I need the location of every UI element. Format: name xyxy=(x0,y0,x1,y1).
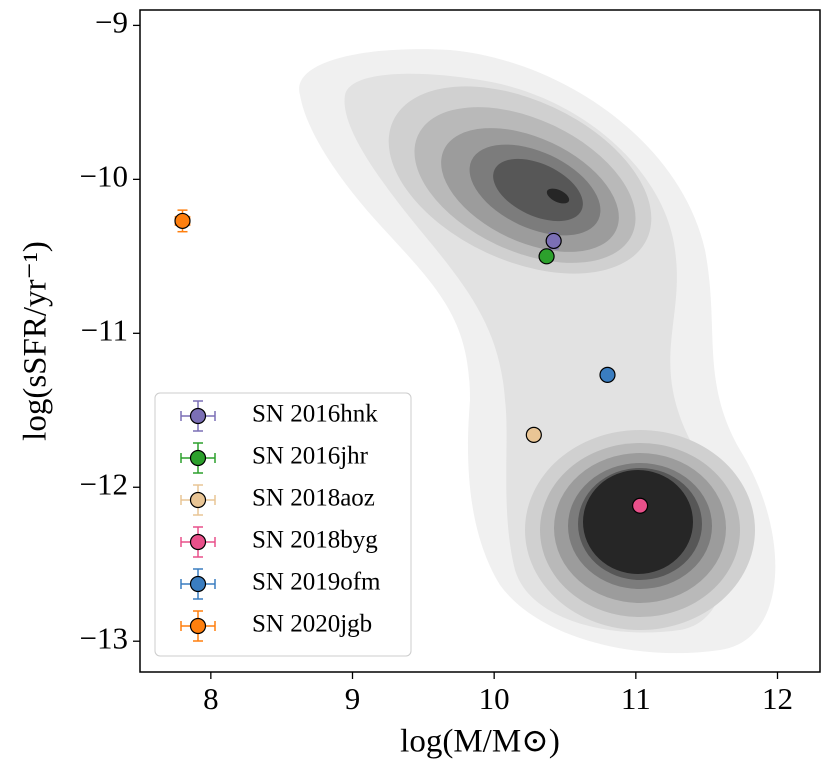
data-point xyxy=(599,366,616,383)
data-point xyxy=(631,497,649,514)
legend-label: SN 2020jgb xyxy=(252,611,372,638)
x-tick-label: 10 xyxy=(479,681,510,716)
legend-marker xyxy=(189,575,207,593)
x-tick-label: 9 xyxy=(345,681,361,716)
legend-label: SN 2019ofm xyxy=(252,569,381,596)
density-contours xyxy=(299,49,776,654)
legend-marker xyxy=(189,491,207,509)
data-point xyxy=(174,212,191,230)
legend-marker xyxy=(189,617,207,635)
data-point xyxy=(525,426,542,444)
legend-label: SN 2018byg xyxy=(252,527,378,554)
x-tick-label: 12 xyxy=(762,681,793,716)
y-axis-label: log(sSFR/yr⁻¹) xyxy=(18,241,54,441)
y-tick-label: −9 xyxy=(95,5,128,40)
y-tick-label: −12 xyxy=(80,466,128,501)
legend-marker xyxy=(189,533,207,551)
legend-label: SN 2018aoz xyxy=(252,485,375,512)
legend-marker xyxy=(189,407,207,425)
legend-box xyxy=(154,392,412,657)
y-tick-label: −11 xyxy=(81,312,128,347)
x-tick-label: 8 xyxy=(203,681,219,716)
x-tick-label: 11 xyxy=(621,681,651,716)
x-axis-label: log(M/M⊙) xyxy=(400,724,560,760)
plot-frame xyxy=(139,9,821,673)
y-tick-label: −13 xyxy=(80,620,128,655)
legend-label: SN 2016hnk xyxy=(252,401,378,428)
legend-marker xyxy=(189,449,207,467)
data-point xyxy=(538,248,555,265)
y-tick-label: −10 xyxy=(80,158,128,193)
legend-label: SN 2016jhr xyxy=(252,443,369,470)
data-point xyxy=(545,232,562,250)
